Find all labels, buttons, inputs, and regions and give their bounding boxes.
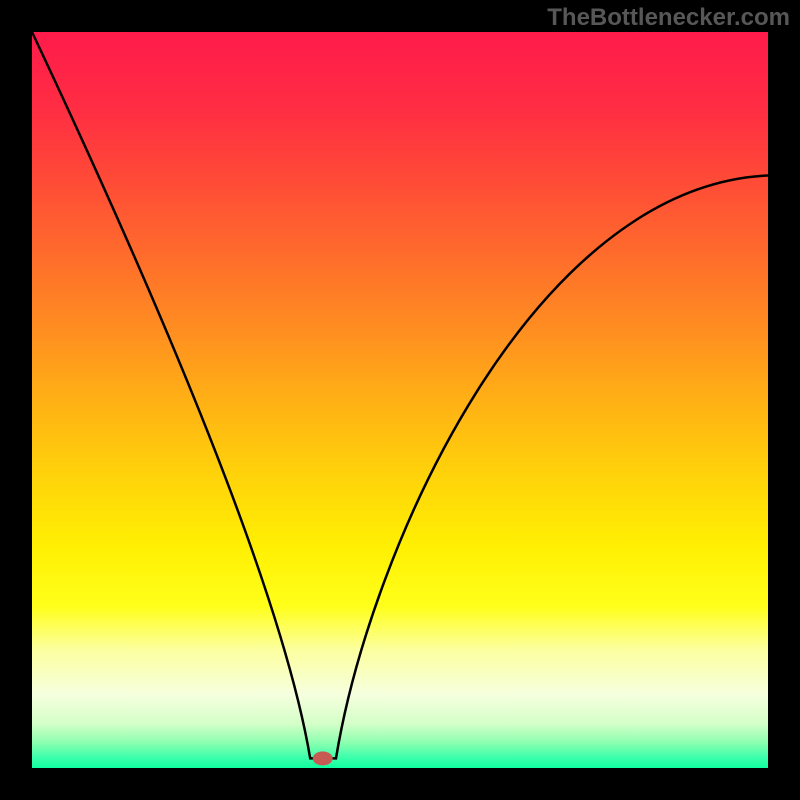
plot-background xyxy=(32,32,768,768)
optimum-marker xyxy=(313,751,333,765)
bottleneck-chart xyxy=(0,0,800,800)
chart-frame: TheBottlenecker.com xyxy=(0,0,800,800)
watermark-text: TheBottlenecker.com xyxy=(547,4,790,32)
